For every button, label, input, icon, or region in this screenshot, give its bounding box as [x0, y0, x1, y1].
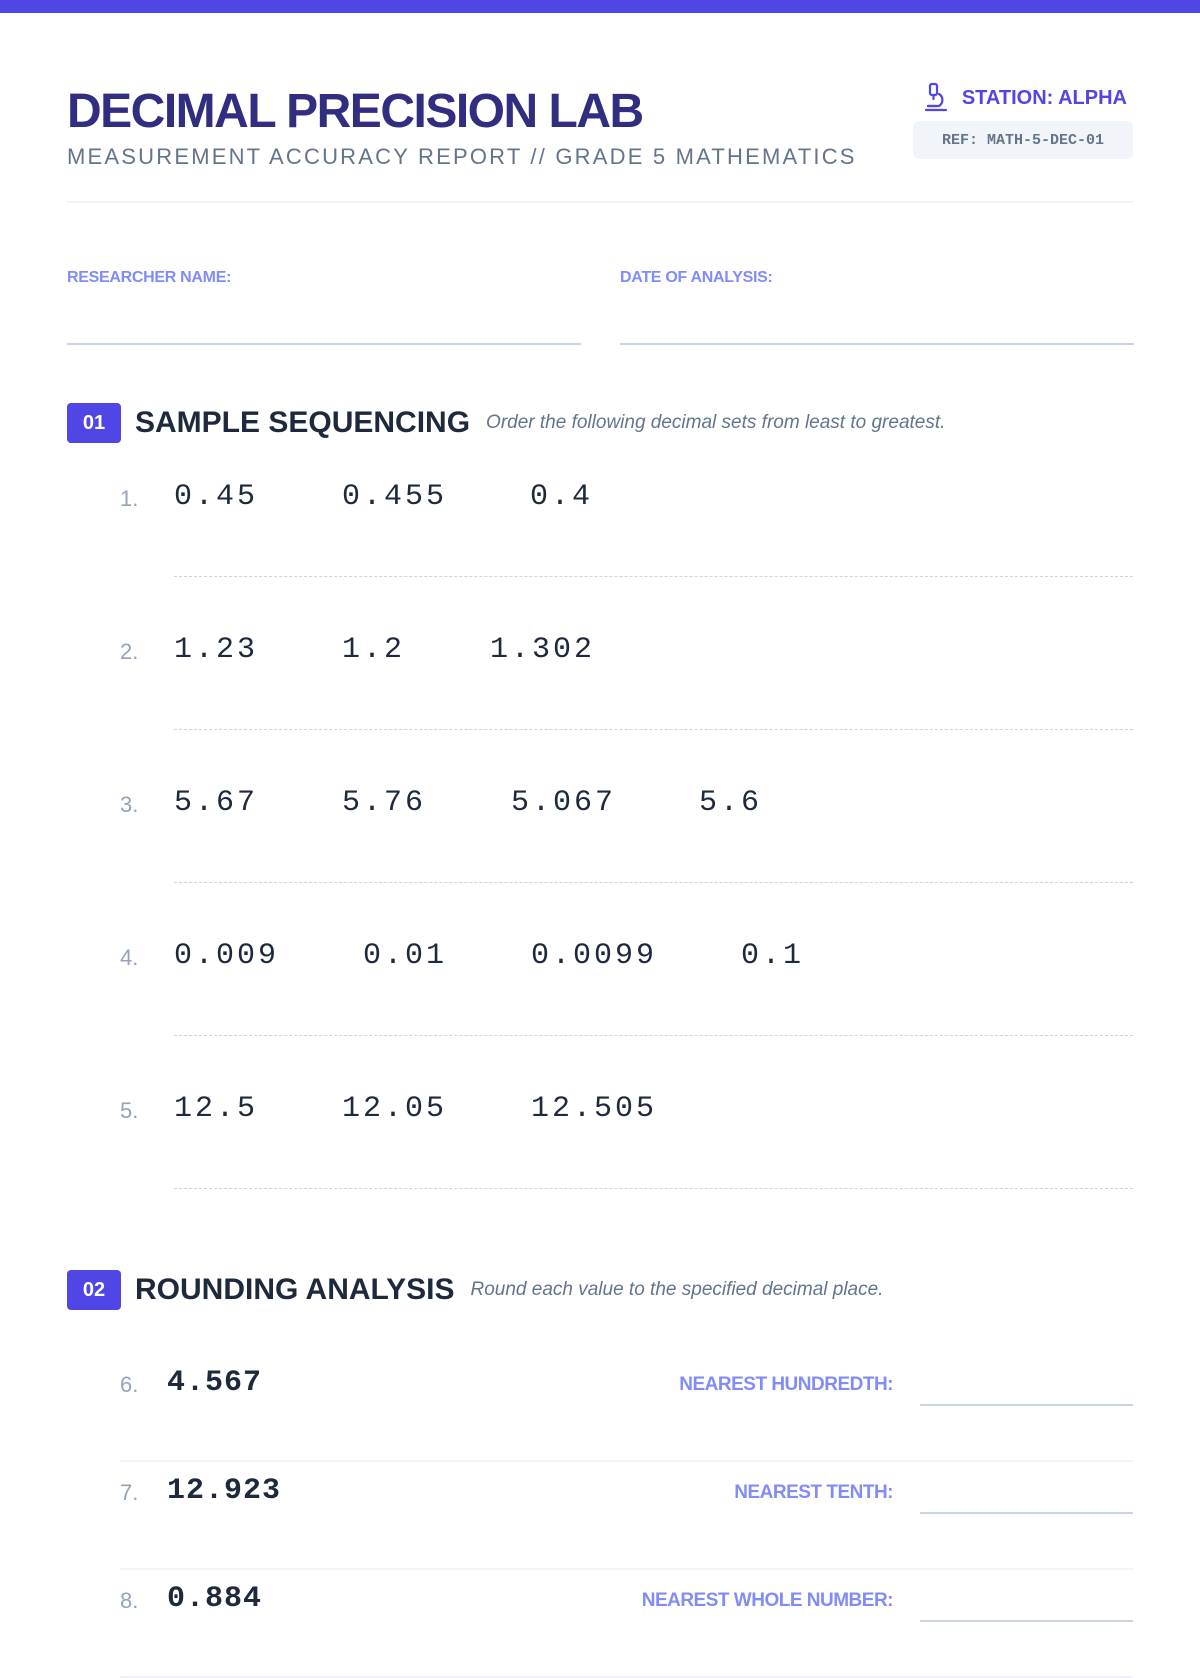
decimal-value: 0.4 — [530, 480, 594, 514]
item-number: 7. — [120, 1480, 139, 1505]
date-of-analysis-label: DATE OF ANALYSIS: — [620, 269, 773, 286]
date-of-analysis-field[interactable] — [620, 343, 1134, 345]
reference-code: REF: MATH-5-DEC-01 — [913, 121, 1133, 159]
section-number-badge: 02 — [67, 1270, 121, 1310]
sequence-item: 3. 5.67 5.76 5.067 5.6 — [120, 786, 1133, 945]
item-number: 4. — [120, 945, 139, 970]
decimal-value: 0.45 — [174, 480, 259, 514]
section-header-rounding: 02 ROUNDING ANALYSIS Round each value to… — [67, 1270, 883, 1310]
item-number: 8. — [120, 1588, 139, 1613]
decimal-value: 5.76 — [342, 786, 427, 820]
station-text: STATION: ALPHA — [961, 86, 1127, 109]
sequence-item: 5. 12.5 12.05 12.505 — [120, 1092, 1133, 1251]
rounding-item: 6. 4.567 NEAREST HUNDREDTH: — [120, 1354, 1133, 1462]
decimal-value: 5.6 — [699, 786, 763, 820]
sequence-item: 1. 0.45 0.455 0.4 — [120, 480, 1133, 639]
answer-field[interactable] — [920, 1512, 1133, 1514]
answer-field[interactable] — [920, 1620, 1133, 1622]
answer-line[interactable] — [174, 1188, 1133, 1189]
item-number: 1. — [120, 486, 139, 511]
researcher-name-field[interactable] — [67, 343, 581, 345]
researcher-name-label: RESEARCHER NAME: — [67, 269, 232, 286]
rounding-value: 12.923 — [167, 1474, 282, 1508]
decimal-value: 1.302 — [490, 633, 596, 667]
top-accent-bar — [0, 0, 1200, 13]
answer-field[interactable] — [920, 1404, 1133, 1406]
decimal-value: 12.05 — [342, 1092, 448, 1126]
sequence-item: 4. 0.009 0.01 0.0099 0.1 — [120, 939, 1133, 1098]
page-title: DECIMAL PRECISION LAB — [67, 85, 644, 138]
decimal-value: 12.5 — [174, 1092, 259, 1126]
rounding-target-label: NEAREST TENTH: — [734, 1482, 893, 1503]
decimal-value: 5.67 — [174, 786, 259, 820]
answer-line[interactable] — [174, 576, 1133, 577]
item-number: 3. — [120, 792, 139, 817]
section-number-badge: 01 — [67, 403, 121, 443]
answer-line[interactable] — [174, 1035, 1133, 1036]
decimal-value: 0.009 — [174, 939, 280, 973]
decimal-value: 0.455 — [342, 480, 448, 514]
decimal-value: 0.0099 — [531, 939, 658, 973]
section-instruction: Order the following decimal sets from le… — [486, 412, 946, 433]
section-title: ROUNDING ANALYSIS — [135, 1273, 455, 1306]
sequence-item: 2. 1.23 1.2 1.302 — [120, 633, 1133, 792]
decimal-value: 0.1 — [741, 939, 805, 973]
item-number: 6. — [120, 1372, 139, 1397]
section-title: SAMPLE SEQUENCING — [135, 406, 471, 439]
section-header-sequencing: 01 SAMPLE SEQUENCING Order the following… — [67, 403, 945, 443]
decimal-value: 12.505 — [531, 1092, 658, 1126]
rounding-item: 7. 12.923 NEAREST TENTH: — [120, 1462, 1133, 1570]
header-divider — [67, 201, 1133, 203]
section-instruction: Round each value to the specified decima… — [470, 1279, 884, 1300]
rounding-target-label: NEAREST HUNDREDTH: — [679, 1374, 893, 1395]
decimal-value: 0.01 — [363, 939, 448, 973]
station-label: STATION: ALPHA — [922, 82, 1127, 114]
rounding-item: 8. 0.884 NEAREST WHOLE NUMBER: — [120, 1570, 1133, 1678]
decimal-value: 1.23 — [174, 633, 259, 667]
decimal-value: 5.067 — [511, 786, 617, 820]
rounding-target-label: NEAREST WHOLE NUMBER: — [641, 1590, 894, 1611]
page-subtitle: MEASUREMENT ACCURACY REPORT // GRADE 5 M… — [67, 144, 857, 169]
answer-line[interactable] — [174, 729, 1133, 730]
rounding-value: 4.567 — [167, 1366, 263, 1400]
item-number: 5. — [120, 1098, 139, 1123]
answer-line[interactable] — [174, 882, 1133, 883]
item-number: 2. — [120, 639, 139, 664]
decimal-value: 1.2 — [342, 633, 406, 667]
rounding-value: 0.884 — [167, 1582, 263, 1616]
microscope-icon — [924, 82, 947, 112]
